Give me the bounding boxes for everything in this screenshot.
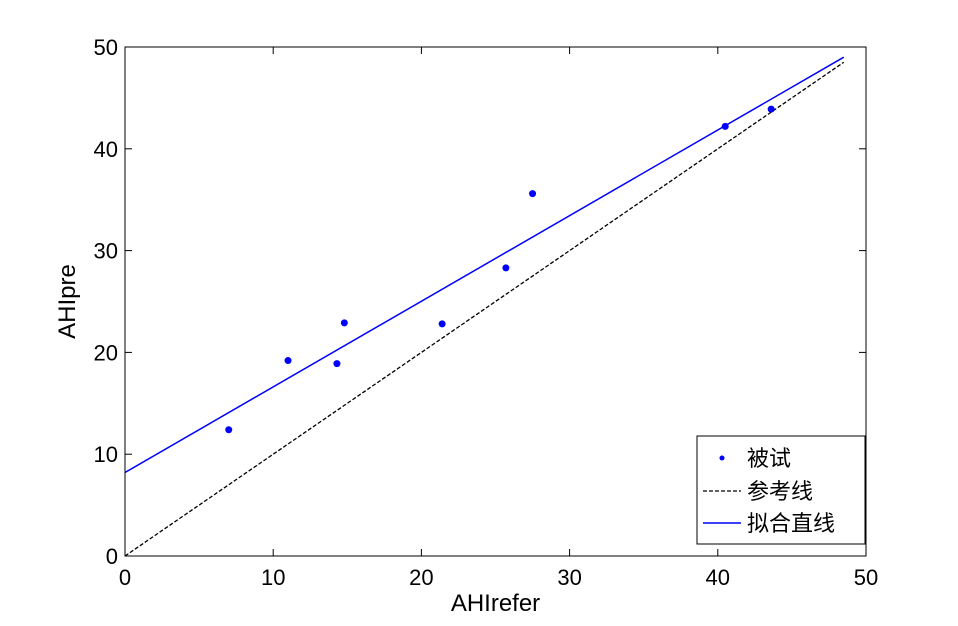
reference-line [124,61,845,557]
y-tick-label: 30 [94,239,118,264]
legend-label-reference-line: 参考线 [747,480,813,505]
y-axis-label: AHIpre [54,264,81,339]
legend-marker-scatter [719,455,725,461]
x-tick-label: 20 [409,565,433,590]
scatter-point [502,264,510,272]
scatter-point [438,320,446,328]
scatter-point [284,357,292,365]
x-axis-label: AHIrefer [451,590,540,617]
scatter-point [340,319,348,327]
scatter-point [721,122,729,130]
axes: 0 10 20 30 40 50 0 10 20 30 40 50 [94,35,879,590]
scatter-point [767,105,775,113]
y-tick-label: 50 [94,35,118,60]
scatter-point [225,426,233,434]
y-tick-label: 10 [94,442,118,467]
x-tick-label: 30 [557,565,581,590]
legend: 被试 参考线 拟合直线 [696,435,866,545]
plot-area [124,56,845,557]
x-tick-label: 50 [854,565,878,590]
y-tick-label: 0 [106,544,118,569]
x-tick-label: 40 [706,565,730,590]
legend-label-scatter: 被试 [747,447,791,472]
y-tick-label: 20 [94,340,118,365]
legend-label-fit-line: 拟合直线 [747,512,835,537]
x-tick-label: 0 [119,565,131,590]
y-tick-label: 40 [94,137,118,162]
scatter-point [529,190,537,198]
axes-box [124,46,867,557]
legend-box [696,435,866,545]
fit-line [124,56,845,474]
scatter-point [333,360,341,368]
x-tick-label: 10 [261,565,285,590]
